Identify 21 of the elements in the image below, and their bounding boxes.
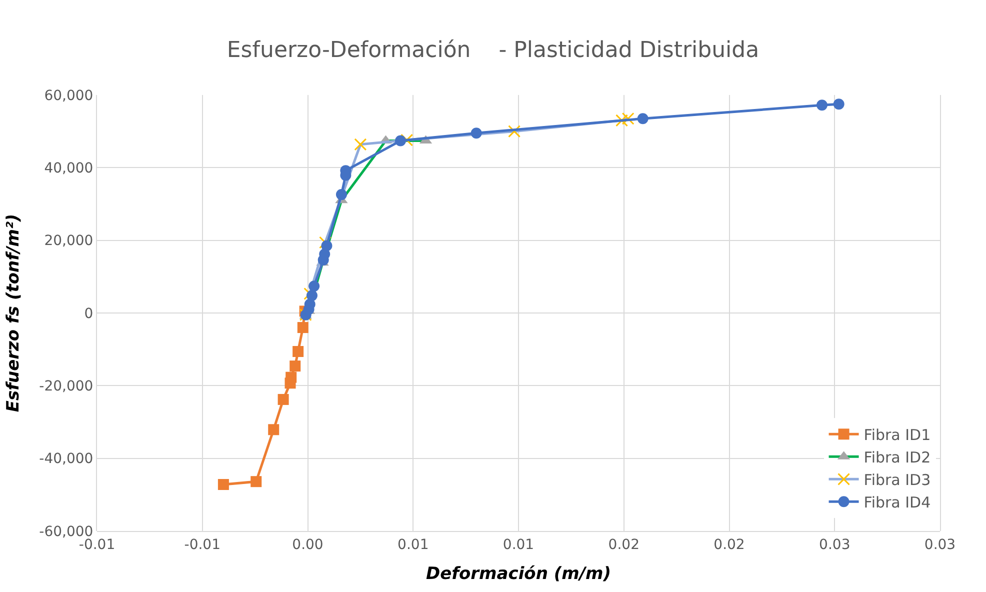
y-tick-label: -40,000	[39, 451, 94, 468]
x-axis-title: Deformación (m/m)	[426, 564, 612, 584]
x-tick-label: 0.01	[398, 536, 429, 553]
y-tick-label: 0	[84, 306, 94, 322]
x-tick-label: 0.02	[608, 536, 640, 553]
legend-label: Fibra ID4	[864, 494, 931, 512]
legend-label: Fibra ID1	[864, 426, 931, 444]
y-axis-title: Esfuerzo fs (tonf/m²)	[4, 214, 24, 412]
y-tick-label: 60,000	[44, 88, 94, 104]
chart-title: Esfuerzo-Deformación - Plasticidad Distribuida	[226, 38, 760, 63]
legend-label: Fibra ID2	[864, 448, 931, 467]
x-tick-label: 0.03	[819, 536, 850, 553]
legend-label: Fibra ID3	[864, 471, 931, 490]
x-tick-label: 0.00	[292, 536, 324, 553]
y-tick-label: 20,000	[44, 233, 94, 250]
y-tick-label: -20,000	[39, 378, 94, 395]
y-tick-label: 40,000	[44, 160, 94, 177]
x-tick-label: 0.02	[714, 536, 745, 553]
x-tick-label: -0.01	[184, 536, 220, 553]
x-tick-label: 0.01	[502, 536, 534, 553]
x-tick-label: 0.03	[924, 536, 956, 553]
